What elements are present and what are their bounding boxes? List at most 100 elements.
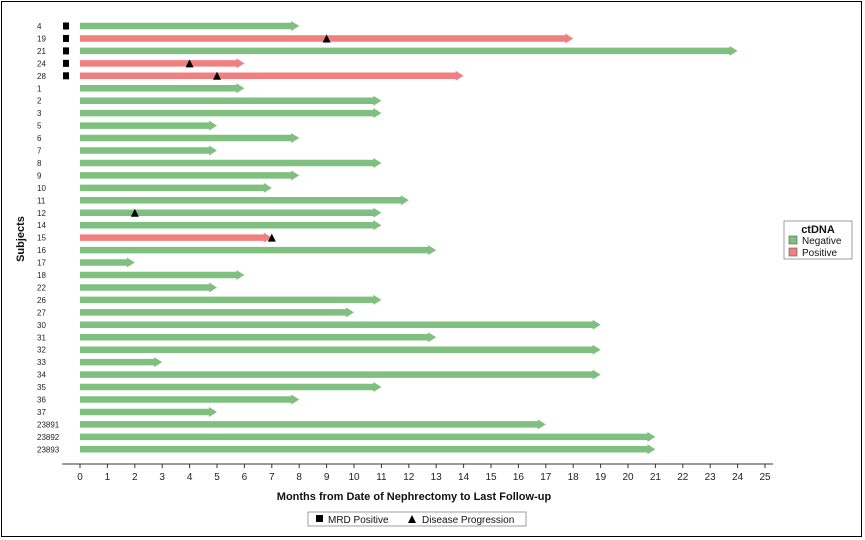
bar-subject-21 [80, 45, 738, 56]
x-tick-label: 19 [595, 472, 607, 483]
subject-label: 19 [37, 34, 46, 43]
bar-subject-18 [80, 270, 245, 280]
subject-label: 34 [37, 371, 46, 380]
mrd-marker-28 [63, 72, 69, 80]
subject-label: 35 [37, 383, 46, 392]
subject-label: 18 [37, 271, 46, 280]
x-tick-label: 17 [540, 472, 552, 483]
subject-label: 33 [37, 358, 46, 367]
bar-subject-15 [80, 232, 272, 243]
bar-subject-22 [80, 282, 217, 293]
bar-subject-9 [80, 170, 300, 181]
ctdna-legend: ctDNA Negative Positive [783, 220, 853, 260]
x-tick-label: 11 [376, 472, 387, 483]
progression-marker-24 [185, 59, 194, 68]
x-axis-title: Months from Date of Nephrectomy to Last … [277, 491, 552, 503]
subject-label: 8 [37, 159, 42, 168]
bar-subject-6 [80, 133, 300, 144]
bar-subject-36 [80, 394, 300, 405]
bar-subject-16 [80, 245, 437, 256]
subject-label: 31 [37, 333, 46, 342]
bar-subject-31 [80, 332, 437, 343]
subject-label: 22 [37, 283, 46, 292]
subject-label: 15 [37, 234, 46, 243]
bar-subject-32 [80, 344, 601, 355]
legend-swatch-negative [788, 235, 798, 245]
bar-subject-23892 [80, 431, 656, 442]
bar-subject-5 [80, 120, 217, 131]
marker-legend: MRD Positive Disease Progression [307, 511, 527, 527]
bar-subject-10 [80, 182, 272, 193]
x-tick-label: 21 [650, 472, 662, 483]
subject-label: 36 [37, 396, 46, 405]
bar-subject-8 [80, 157, 382, 168]
legend-title: ctDNA [801, 224, 835, 236]
bar-subject-7 [80, 145, 217, 156]
bar-subject-23891 [80, 419, 546, 430]
bar-subject-33 [80, 357, 163, 368]
bar-subject-26 [80, 294, 382, 305]
legend-label-negative: Negative [802, 236, 842, 247]
mrd-square-icon [316, 515, 323, 522]
bar-subject-17 [80, 257, 135, 268]
subject-label: 6 [37, 134, 42, 143]
x-tick-label: 22 [677, 472, 689, 483]
subject-label: 24 [37, 59, 46, 68]
progression-triangle-icon [408, 515, 416, 523]
x-tick-label: 25 [759, 472, 771, 483]
subject-label: 23891 [37, 420, 60, 429]
bar-subject-2 [80, 95, 382, 106]
x-tick-label: 18 [568, 472, 580, 483]
subject-label: 23892 [37, 433, 60, 442]
x-tick-label: 8 [296, 472, 302, 483]
bar-subject-12 [80, 207, 382, 218]
x-tick-label: 7 [269, 472, 275, 483]
subject-label: 12 [37, 209, 46, 218]
x-tick-label: 1 [105, 472, 111, 483]
bars-layer [80, 21, 738, 455]
subject-label: 28 [37, 72, 46, 81]
bar-subject-34 [80, 369, 601, 380]
bar-subject-23893 [80, 444, 656, 455]
subject-label: 27 [37, 308, 46, 317]
x-tick-label: 10 [348, 472, 360, 483]
subject-label: 9 [37, 171, 42, 180]
bar-subject-35 [80, 382, 382, 393]
subject-label: 10 [37, 184, 46, 193]
marker-legend-box [307, 511, 527, 527]
bar-subject-28 [80, 70, 464, 81]
mrd-marker-21 [63, 47, 69, 55]
x-tick-label: 3 [159, 472, 165, 483]
progression-marker-15 [267, 233, 276, 242]
subject-label: 21 [37, 47, 46, 56]
subject-label: 17 [37, 259, 46, 268]
x-tick-label: 2 [132, 472, 138, 483]
x-tick-label: 9 [324, 472, 330, 483]
bar-subject-14 [80, 220, 382, 231]
subject-label: 5 [37, 122, 42, 131]
subject-label: 14 [37, 221, 46, 230]
subject-labels: 4192124281235678910111214151617182226273… [37, 22, 60, 454]
x-tick-label: 12 [403, 472, 415, 483]
mrd-marker-19 [63, 34, 69, 42]
x-tick-label: 14 [458, 472, 470, 483]
subject-label: 23893 [37, 445, 60, 454]
x-axis: 0 1 2 3 4 5 6 7 8 9 10 11 12 13 14 15 16 17 18 19 20 21 22 23 24… [62, 463, 773, 483]
bar-subject-1 [80, 83, 245, 94]
x-tick-label: 6 [242, 472, 248, 483]
progression-marker-19 [322, 34, 331, 43]
x-tick-label: 16 [513, 472, 525, 483]
legend-label-positive: Positive [802, 248, 837, 259]
marker-legend-progression: Disease Progression [422, 515, 514, 526]
subject-label: 30 [37, 321, 46, 330]
x-tick-label: 5 [214, 472, 220, 483]
subject-label: 26 [37, 296, 46, 305]
y-axis-title: Subjects [15, 216, 27, 262]
subject-label: 2 [37, 97, 42, 106]
bar-subject-11 [80, 195, 409, 206]
subject-label: 4 [37, 22, 42, 31]
marker-legend-mrd: MRD Positive [328, 515, 389, 526]
markers-layer [63, 22, 331, 242]
